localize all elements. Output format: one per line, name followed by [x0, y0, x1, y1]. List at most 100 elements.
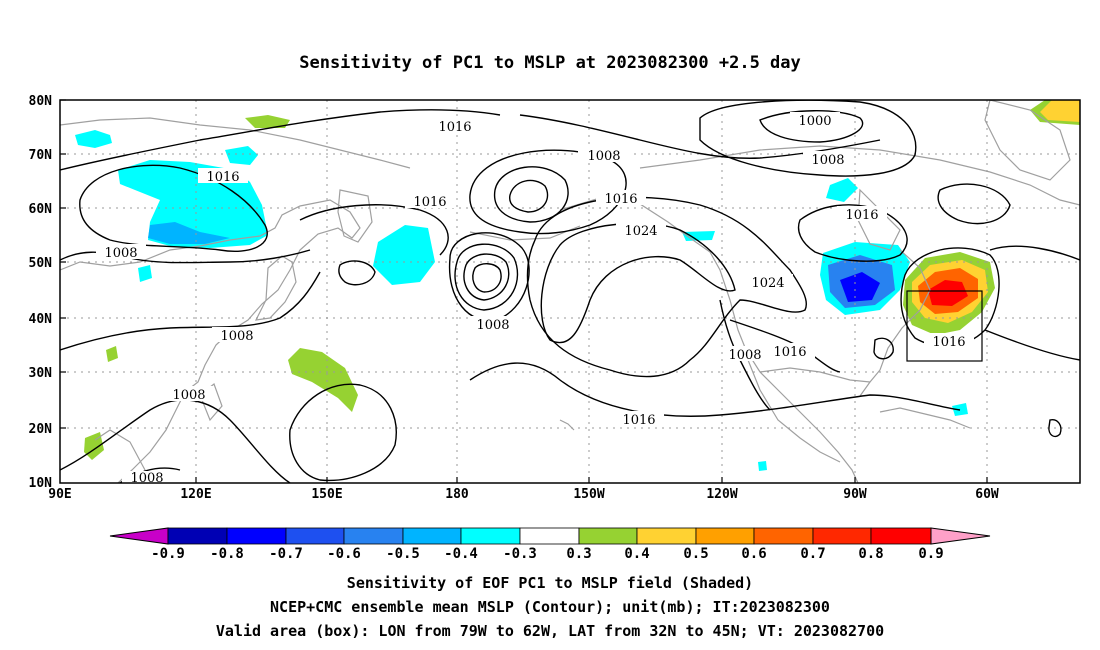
coastline-kamchatka [337, 189, 373, 243]
colorbar-label: -0.9 [151, 546, 185, 562]
contour-north-1008 [519, 114, 881, 159]
shade-negative-north2 [225, 146, 258, 165]
lon-label: 150W [573, 487, 604, 502]
contour-label: 1016 [596, 190, 646, 207]
coastline-canada-north [639, 145, 1080, 206]
tick-marks [60, 99, 988, 483]
contour-labels: 1016 1008 1016 1008 1000 1008 1016 1016 … [96, 112, 974, 486]
svg-text:1024: 1024 [751, 276, 784, 291]
shade-negative-siberia-core [148, 222, 230, 244]
colorbar-segment [460, 527, 521, 545]
colorbar-segment [812, 527, 872, 545]
contour-label: 1016 [198, 168, 248, 185]
coastline-gulf [759, 367, 871, 383]
lon-label: 60W [975, 487, 999, 502]
lat-label: 50N [29, 256, 53, 271]
colorbar-label: 0.4 [624, 546, 649, 562]
svg-text:1008: 1008 [728, 348, 761, 363]
svg-text:1016: 1016 [773, 345, 806, 360]
svg-text:1016: 1016 [845, 208, 878, 223]
lon-label: 120W [706, 487, 737, 502]
lat-label: 80N [29, 94, 53, 109]
shade-positive-atlantic-core [928, 280, 968, 306]
contour-pacific-low-4 [448, 232, 530, 322]
coastline-greenland [984, 100, 1071, 181]
contour-label: 1008 [212, 327, 262, 344]
contour-bering-low-2 [493, 166, 569, 223]
shade-negative-north [75, 130, 112, 148]
contour-label: 1016 [614, 411, 664, 428]
contour-pacific-high-1024 [540, 222, 736, 344]
colorbar-segment [519, 527, 580, 545]
contour-arctic-1000 [759, 110, 864, 143]
longitude-labels: 90E 120E 150E 180 150W 120W 90W 60W [48, 487, 999, 502]
colorbar-label: 0.6 [741, 546, 766, 562]
svg-text:1008: 1008 [220, 329, 253, 344]
colorbar-label: -0.6 [327, 546, 361, 562]
contour-canada-1016 [797, 204, 908, 262]
colorbar-low-extension [109, 527, 169, 545]
svg-text:1008: 1008 [172, 388, 205, 403]
contour-label: 1024 [616, 222, 666, 239]
svg-text:1008: 1008 [104, 246, 137, 261]
colorbar-label: -0.5 [386, 546, 420, 562]
figure-title: Sensitivity of PC1 to MSLP at 2023082300… [299, 53, 801, 73]
lon-label: 150E [311, 487, 342, 502]
contour-label: 1016 [765, 343, 815, 360]
contour-pacific-low-3 [454, 243, 519, 311]
contour-label: 1008 [578, 147, 630, 164]
shade-positive-small [106, 346, 118, 362]
colorbar-segment [167, 527, 228, 545]
svg-text:1016: 1016 [932, 335, 965, 350]
colorbar-segment [636, 527, 697, 545]
contour-bering-low-1 [509, 179, 549, 213]
colorbar-segments [167, 527, 932, 545]
contour-westpac-1016-b [299, 204, 449, 256]
contour-westpac-1016 [289, 383, 397, 482]
svg-text:1016: 1016 [604, 192, 637, 207]
colorbar-segment [578, 527, 638, 545]
colorbar-segment [753, 527, 814, 545]
contour-pacific-low-1 [472, 263, 502, 293]
contour-label: 1016 [405, 193, 455, 210]
contour-label: 1016 [430, 118, 480, 135]
map-frame [59, 99, 1081, 484]
lat-label: 30N [29, 366, 53, 381]
coastline-us-east [859, 249, 931, 397]
coastline-japan [254, 255, 297, 321]
shade-positive-arctic-40 [1040, 100, 1080, 122]
shade-negative-canada [826, 178, 858, 202]
lat-label: 40N [29, 312, 53, 327]
lon-label: 90E [48, 487, 71, 502]
coastline-caribbean [879, 407, 971, 429]
latitude-labels: 80N 70N 60N 50N 40N 30N 20N 10N [29, 94, 53, 491]
lat-label: 10N [29, 476, 53, 491]
colorbar-label: -0.8 [210, 546, 244, 562]
contour-pacific-low-2 [463, 253, 510, 301]
colorbar-label: 0.9 [918, 546, 943, 562]
contour-label: 1000 [790, 112, 840, 129]
caption-line-3: Valid area (box): LON from 79W to 62W, L… [216, 622, 884, 640]
contour-kamchatka-loop [338, 260, 376, 286]
colorbar-segment [343, 527, 404, 545]
lon-label: 180 [445, 487, 469, 502]
contour-gulf-loop [873, 337, 894, 360]
lon-label: 90W [843, 487, 867, 502]
shade-negative-pacific [373, 225, 435, 285]
contour-label: 1016 [924, 333, 974, 350]
contour-labrador [937, 183, 1011, 225]
colorbar-high-extension [930, 527, 991, 545]
svg-text:1008: 1008 [476, 318, 509, 333]
shade-negative-small [138, 265, 152, 282]
contour-label: 1008 [468, 316, 518, 333]
map-panel: 1016 1008 1016 1008 1000 1008 1016 1016 … [29, 94, 1081, 502]
contour-bering-1008 [469, 149, 627, 235]
colorbar-segment [226, 527, 287, 545]
contour-pacific-high-1016 [526, 196, 807, 378]
valid-area-box [906, 290, 983, 362]
contour-north-1016 [60, 109, 501, 171]
contour-label: 1016 [837, 206, 887, 223]
contour-label: 1008 [803, 151, 853, 168]
shade-positive-pacific [288, 348, 358, 412]
